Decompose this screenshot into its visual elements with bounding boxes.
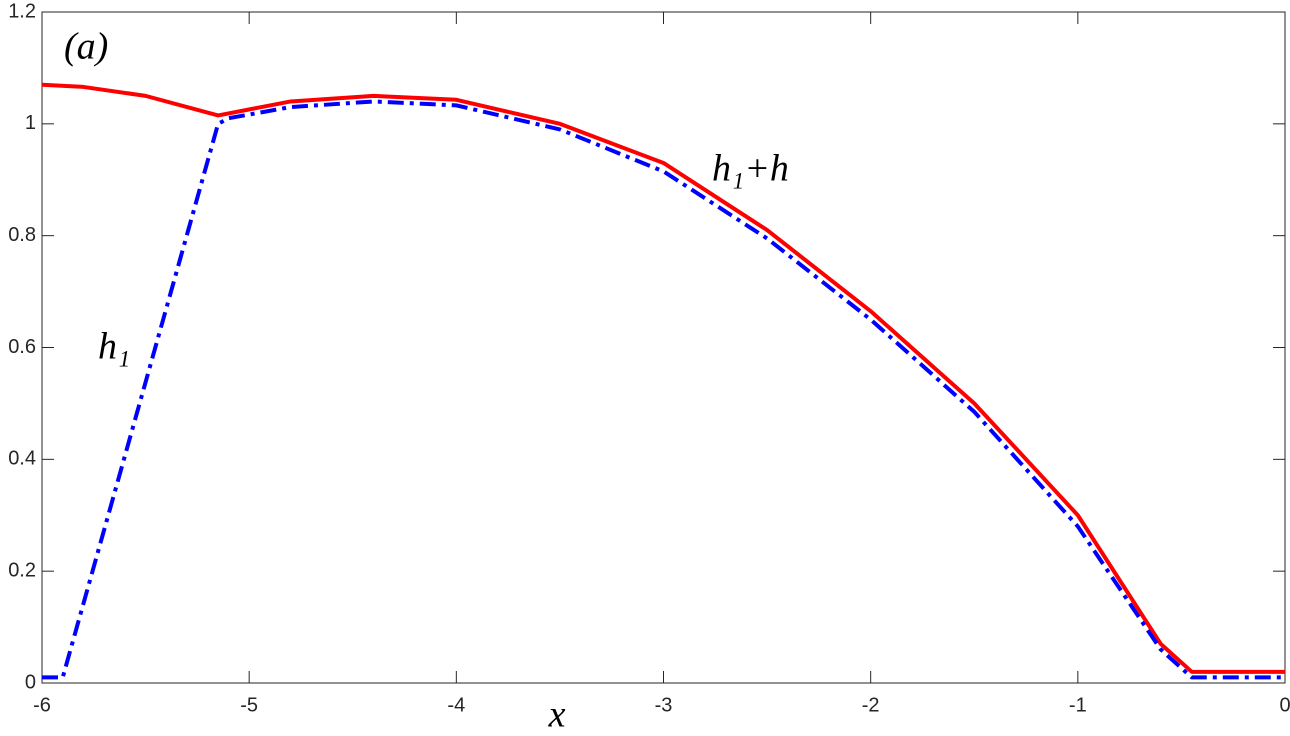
y-tick-label: 0.8: [8, 224, 36, 246]
x-tick-label: -4: [447, 694, 465, 716]
x-tick-label: -1: [1069, 694, 1087, 716]
x-tick-label: -6: [33, 694, 51, 716]
y-tick-label: 0.4: [8, 448, 36, 470]
annotation: (a): [64, 26, 108, 68]
series-line: [41, 82, 1285, 674]
series-line: [42, 99, 1285, 680]
x-tick-label: -3: [655, 694, 673, 716]
y-tick-label: 0.6: [8, 336, 36, 358]
y-tick-label: 0.2: [8, 559, 36, 581]
y-tick-label: 0: [25, 671, 36, 693]
annotation: h₁+h: [712, 148, 789, 190]
x-tick-label: 0: [1279, 694, 1290, 716]
y-tick-label: 1: [25, 112, 36, 134]
y-tick-label: 1.2: [8, 0, 36, 22]
x-tick-label: -5: [240, 694, 258, 716]
x-axis-label: x: [548, 694, 566, 736]
x-tick-label: -2: [862, 694, 880, 716]
annotation: h₁: [98, 326, 130, 368]
